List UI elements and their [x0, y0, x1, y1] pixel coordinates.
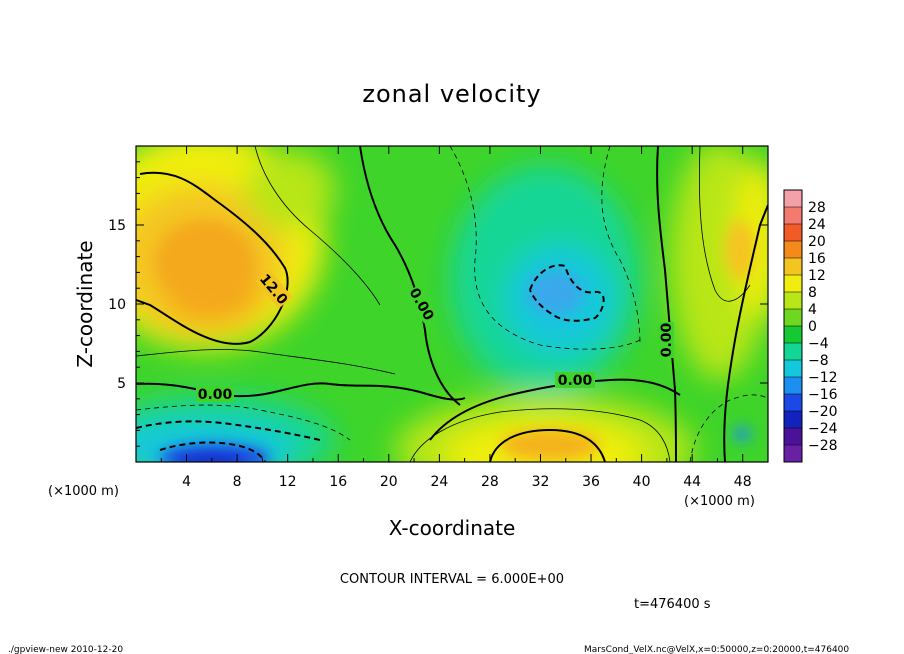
x-unit-label: (×1000 m)	[48, 484, 119, 499]
colorbar-swatch	[784, 343, 802, 361]
x-tick-label: 20	[380, 474, 398, 490]
x-tick-label: 36	[582, 474, 600, 490]
contour-interval-text: CONTOUR INTERVAL = 6.000E+00	[340, 572, 564, 587]
colorbar-label: 12	[808, 268, 826, 284]
colorbar-swatch	[784, 428, 802, 446]
x-tick-label: 32	[532, 474, 550, 490]
colorbar-swatch	[784, 292, 802, 310]
colorbar-label: −20	[808, 404, 838, 420]
contour-label-0-vertical: 0.00	[659, 322, 675, 357]
colorbar-swatch	[784, 190, 802, 208]
colorbar-swatch	[784, 207, 802, 225]
y-tick-label: 15	[108, 218, 126, 234]
colorbar-label: 8	[808, 285, 817, 301]
x-tick-label: 44	[683, 474, 701, 490]
footer-right: MarsCond_VelX.nc@VelX,x=0:50000,z=0:2000…	[584, 645, 849, 654]
time-text: t=476400 s	[634, 597, 711, 612]
x-tick-label: 40	[633, 474, 651, 490]
colorbar-swatch	[784, 377, 802, 395]
colorbar-swatch	[784, 326, 802, 344]
colorbar-swatch	[784, 275, 802, 293]
plot-area: 12.0 0.00 0.00 0.00 0.00	[136, 146, 768, 462]
x-tick-label: 24	[430, 474, 448, 490]
x-tick-label: 48	[734, 474, 752, 490]
colorbar-label: −4	[808, 336, 829, 352]
colorbar-label: −12	[808, 370, 838, 386]
x-axis: 4 8 12 16 20 24 28 32 36 40 44 48	[160, 146, 752, 490]
x-axis-label: X-coordinate	[389, 516, 516, 540]
colorbar-swatch	[784, 224, 802, 242]
colorbar-label: 16	[808, 251, 826, 267]
colorbar-label: 24	[808, 217, 826, 233]
colorbar-swatch	[784, 360, 802, 378]
x-tick-label: 4	[182, 474, 191, 490]
footer-left: ./gpview-new 2010-12-20	[8, 645, 123, 654]
colorbar-swatch	[784, 411, 802, 429]
contour-label-0-left: 0.00	[198, 387, 233, 403]
chart-title: zonal velocity	[362, 80, 541, 108]
colorbar-swatch	[784, 445, 802, 463]
contour-label-0-right: 0.00	[558, 373, 593, 389]
colorbar-label: −8	[808, 353, 829, 369]
y-axis-label: Z-coordinate	[73, 240, 97, 367]
colorbar-label: 0	[808, 319, 817, 335]
y-unit-label: (×1000 m)	[684, 494, 755, 509]
y-tick-label: 5	[117, 376, 126, 392]
colorbar-label: −24	[808, 421, 838, 437]
colorbar-swatch	[784, 258, 802, 276]
colorbar-swatch	[784, 309, 802, 327]
x-tick-label: 28	[481, 474, 499, 490]
colorbar-label: 4	[808, 302, 817, 318]
x-tick-label: 12	[279, 474, 297, 490]
y-axis: 5 10 15	[108, 161, 768, 447]
x-tick-label: 16	[329, 474, 347, 490]
colorbar-label: −16	[808, 387, 838, 403]
x-tick-label: 8	[233, 474, 242, 490]
y-tick-label: 10	[108, 297, 126, 313]
contour-lines	[136, 146, 768, 462]
colorbar-label: −28	[808, 438, 838, 454]
colorbar-label: 20	[808, 234, 826, 250]
colorbar-swatch	[784, 241, 802, 259]
colorbar-swatch	[784, 394, 802, 412]
colorbar-label: 28	[808, 200, 826, 216]
